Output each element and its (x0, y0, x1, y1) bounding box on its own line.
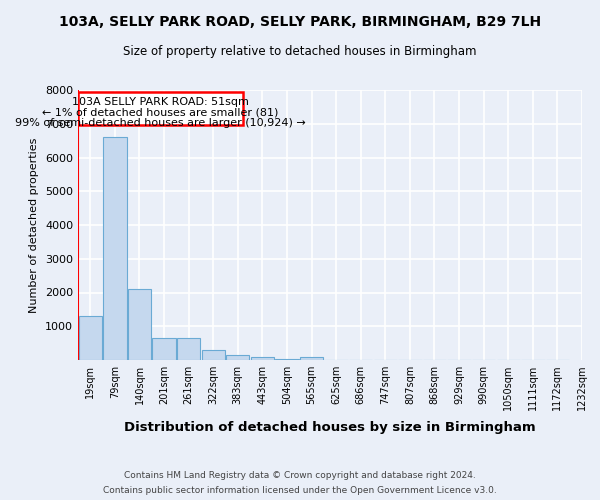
Bar (275, 359, 299, 360)
Bar (177, 338, 200, 360)
Bar (103, 137, 127, 360)
Text: Contains public sector information licensed under the Open Government Licence v3: Contains public sector information licen… (103, 486, 497, 495)
Bar (202, 350, 225, 360)
Bar (251, 358, 274, 360)
Text: Size of property relative to detached houses in Birmingham: Size of property relative to detached ho… (123, 45, 477, 58)
Bar (79, 316, 102, 360)
Text: 103A, SELLY PARK ROAD, SELLY PARK, BIRMINGHAM, B29 7LH: 103A, SELLY PARK ROAD, SELLY PARK, BIRMI… (59, 15, 541, 29)
Bar (300, 358, 323, 360)
Y-axis label: Number of detached properties: Number of detached properties (29, 138, 40, 312)
Text: Contains HM Land Registry data © Crown copyright and database right 2024.: Contains HM Land Registry data © Crown c… (124, 471, 476, 480)
FancyBboxPatch shape (79, 92, 243, 126)
X-axis label: Distribution of detached houses by size in Birmingham: Distribution of detached houses by size … (124, 422, 536, 434)
Bar (128, 289, 151, 360)
Bar (152, 338, 176, 360)
Bar (226, 355, 250, 360)
Text: 99% of semi-detached houses are larger (10,924) →: 99% of semi-detached houses are larger (… (15, 118, 306, 128)
Text: ← 1% of detached houses are smaller (81): ← 1% of detached houses are smaller (81) (43, 108, 279, 118)
Text: 103A SELLY PARK ROAD: 51sqm: 103A SELLY PARK ROAD: 51sqm (72, 97, 249, 107)
